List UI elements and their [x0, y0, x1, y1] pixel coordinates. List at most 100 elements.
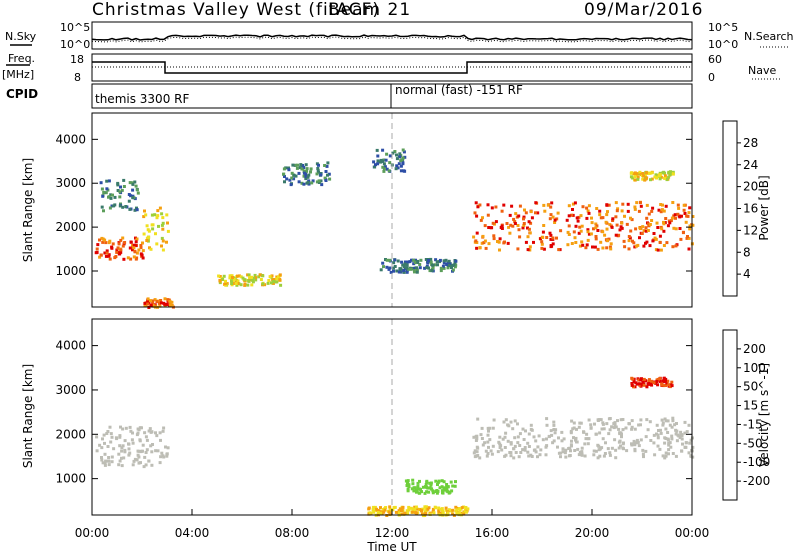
- heatmap-cell: [509, 223, 513, 227]
- heatmap-cell: [395, 164, 399, 168]
- heatmap-cell: [168, 299, 172, 303]
- heatmap-cell: [145, 224, 149, 228]
- heatmap-cell: [157, 301, 161, 305]
- heatmap-cell: [680, 214, 683, 218]
- heatmap-cell: [502, 203, 506, 207]
- heatmap-cell: [123, 241, 127, 244]
- heatmap-cell: [640, 232, 644, 235]
- colorbar-tick-label: 200: [743, 342, 766, 356]
- power-yticks: 1000 2000 3000 4000: [55, 132, 692, 278]
- heatmap-cell: [259, 278, 263, 281]
- heatmap-cell: [403, 512, 407, 515]
- heatmap-cell: [437, 506, 441, 510]
- heatmap-cell: [442, 480, 446, 484]
- heatmap-cell: [539, 237, 542, 241]
- heatmap-cell: [144, 213, 148, 217]
- heatmap-cell: [662, 220, 665, 224]
- heatmap-cell: [406, 487, 410, 491]
- heatmap-cell: [128, 181, 132, 185]
- heatmap-cell: [512, 217, 516, 221]
- heatmap-cell: [139, 244, 143, 247]
- heatmap-cell: [123, 448, 127, 452]
- heatmap-cell: [230, 274, 234, 278]
- heatmap-cell: [133, 208, 137, 212]
- heatmap-cell: [593, 422, 596, 426]
- heatmap-cell: [644, 226, 648, 230]
- heatmap-cell: [162, 301, 166, 305]
- heatmap-cell: [155, 242, 159, 246]
- heatmap-cell: [482, 241, 486, 245]
- heatmap-cell: [652, 381, 656, 385]
- heatmap-cell: [475, 450, 479, 454]
- xtick-label: 16:00: [475, 526, 510, 540]
- heatmap-cell: [592, 449, 596, 453]
- heatmap-cell: [648, 420, 652, 424]
- heatmap-cell: [442, 261, 446, 265]
- heatmap-cell: [490, 452, 494, 456]
- heatmap-cell: [586, 238, 590, 242]
- heatmap-cell: [668, 221, 672, 225]
- heatmap-cell: [434, 479, 438, 483]
- heatmap-cell: [112, 447, 116, 451]
- heatmap-cell: [408, 260, 412, 264]
- heatmap-cell: [300, 181, 304, 185]
- heatmap-cell: [623, 214, 626, 218]
- heatmap-cell: [664, 384, 668, 387]
- heatmap-cell: [121, 205, 125, 209]
- heatmap-cell: [105, 187, 109, 191]
- heatmap-cell: [440, 485, 444, 489]
- heatmap-cell: [645, 171, 648, 175]
- heatmap-cell: [121, 244, 125, 248]
- heatmap-cell: [542, 247, 546, 251]
- heatmap-cell: [127, 442, 131, 446]
- heatmap-cell: [621, 428, 625, 432]
- power-colorbar-label: Power [dB]: [757, 175, 771, 240]
- heatmap-cell: [414, 505, 418, 509]
- heatmap-cell: [102, 433, 106, 437]
- heatmap-cell: [395, 153, 398, 157]
- heatmap-cell: [561, 447, 565, 451]
- heatmap-cell: [611, 217, 615, 221]
- heatmap-cell: [488, 426, 492, 430]
- heatmap-cell: [135, 251, 139, 255]
- heatmap-cell: [523, 448, 527, 452]
- heatmap-cell: [653, 236, 657, 240]
- heatmap-cell: [583, 442, 587, 446]
- xtick-label: 20:00: [575, 526, 610, 540]
- heatmap-cell: [302, 171, 306, 175]
- heatmap-cell: [385, 152, 389, 156]
- heatmap-cell: [497, 240, 501, 244]
- heatmap-cell: [149, 303, 153, 307]
- heatmap-cell: [487, 429, 490, 433]
- heatmap-cell: [616, 234, 620, 238]
- heatmap-cell: [434, 506, 438, 510]
- heatmap-cell: [95, 247, 99, 251]
- heatmap-cell: [102, 190, 106, 194]
- heatmap-cell: [108, 257, 112, 261]
- colorbar-tick-label: 16: [743, 202, 758, 216]
- heatmap-cell: [400, 512, 404, 516]
- heatmap-cell: [664, 217, 668, 220]
- heatmap-cell: [611, 219, 615, 222]
- heatmap-cell: [406, 260, 410, 264]
- heatmap-cell: [406, 509, 410, 513]
- heatmap-cell: [663, 436, 667, 440]
- heatmap-cell: [661, 423, 665, 427]
- heatmap-cell: [309, 167, 313, 171]
- heatmap-cell: [158, 431, 162, 435]
- heatmap-cell: [664, 454, 668, 458]
- heatmap-cell: [596, 229, 600, 232]
- heatmap-cell: [587, 232, 591, 236]
- heatmap-cell: [100, 187, 104, 191]
- heatmap-cell: [143, 431, 147, 435]
- velocity-colorbar-ticks: -200 -100 -50 -15 15 50 100 200: [737, 342, 770, 488]
- heatmap-cell: [615, 223, 619, 227]
- heatmap-cell: [484, 449, 488, 453]
- heatmap-cell: [435, 491, 439, 495]
- heatmap-cell: [509, 420, 513, 424]
- heatmap-cell: [630, 382, 634, 385]
- heatmap-cell: [502, 241, 506, 245]
- heatmap-cell: [133, 180, 137, 184]
- heatmap-cell: [110, 455, 114, 459]
- heatmap-cell: [137, 455, 141, 459]
